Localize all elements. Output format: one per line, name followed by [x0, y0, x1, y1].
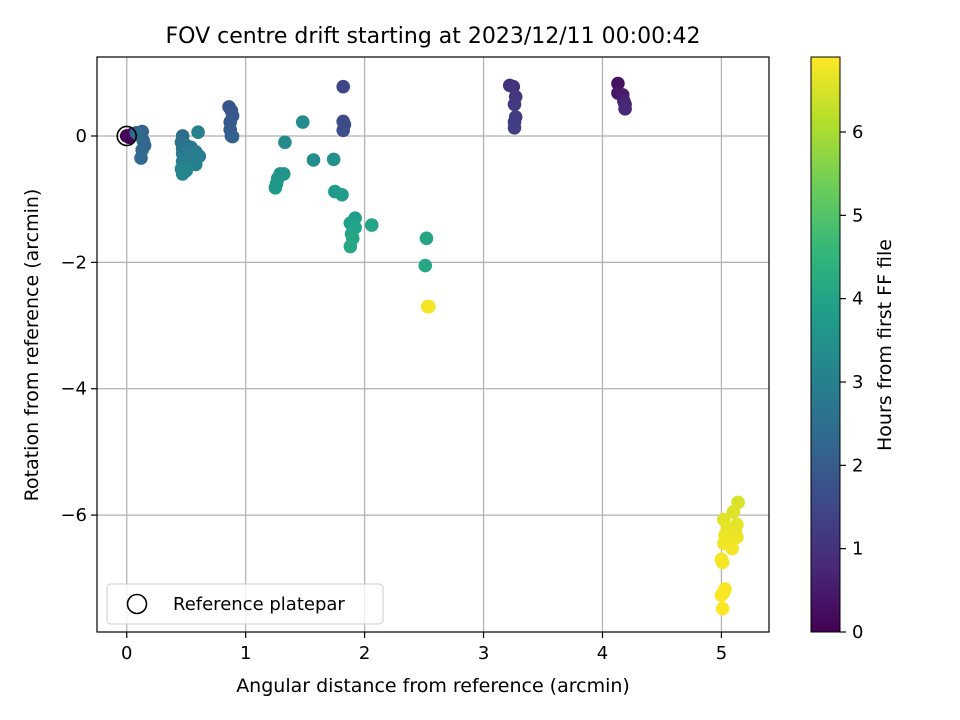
x-tick-label: 2	[359, 643, 370, 664]
reference-marker-group	[116, 125, 138, 147]
y-tick-label: −2	[60, 252, 87, 273]
data-point	[179, 163, 194, 178]
legend-label: Reference platepar	[173, 594, 345, 615]
colorbar-ticks: 0 1 2 3 4 5 6	[840, 122, 863, 643]
colorbar-tick-label: 5	[852, 205, 863, 226]
x-axis-ticks: 0 1 2 3 4 5	[121, 632, 727, 664]
data-point	[336, 123, 351, 138]
x-axis-label: Angular distance from reference (arcmin)	[236, 675, 630, 697]
data-point	[306, 153, 321, 167]
data-point	[422, 299, 436, 314]
y-tick-label: 0	[76, 126, 87, 147]
legend-box	[106, 583, 384, 625]
grid	[97, 57, 769, 632]
data-point	[507, 120, 522, 135]
data-point	[507, 97, 522, 112]
colorbar-tick-label: 6	[852, 122, 863, 143]
data-point	[343, 239, 358, 254]
plot-frame	[96, 56, 770, 633]
data-point	[726, 505, 741, 519]
data-point	[295, 115, 310, 129]
data-point	[611, 76, 625, 91]
data-point	[191, 125, 205, 139]
data-point	[335, 187, 349, 202]
data-point	[418, 258, 433, 273]
data-points	[119, 76, 745, 616]
colorbar-tick-label: 4	[852, 289, 863, 310]
data-point	[618, 102, 632, 116]
data-point	[725, 541, 739, 556]
data-point	[336, 79, 351, 94]
chart-title: FOV centre drift starting at 2023/12/11 …	[166, 24, 701, 49]
x-tick-label: 3	[478, 643, 489, 664]
data-point	[364, 218, 379, 232]
colorbar-label: Hours from first FF file	[874, 239, 896, 451]
data-point	[278, 135, 292, 150]
data-point	[715, 601, 730, 616]
data-point	[134, 151, 148, 165]
colorbar-tick-label: 3	[852, 372, 863, 393]
colorbar-tick-label: 2	[852, 455, 863, 476]
data-point	[419, 231, 434, 246]
data-point	[326, 152, 341, 167]
data-point	[268, 180, 283, 195]
x-tick-label: 1	[240, 643, 251, 664]
colorbar-tick-label: 1	[852, 539, 863, 560]
data-point	[714, 588, 729, 603]
legend: Reference platepar	[106, 583, 384, 625]
x-tick-label: 5	[716, 643, 727, 664]
y-tick-label: −4	[60, 379, 87, 400]
x-tick-label: 0	[121, 643, 132, 664]
colorbar	[810, 56, 841, 633]
y-tick-label: −6	[60, 505, 87, 526]
y-axis-ticks: 0 −2 −4 −6	[60, 126, 97, 526]
x-tick-label: 4	[597, 643, 608, 664]
data-point	[715, 555, 730, 570]
reference-platepar-marker	[116, 125, 138, 147]
legend-marker	[126, 593, 148, 615]
colorbar-tick-label: 0	[852, 622, 863, 643]
y-axis-label: Rotation from reference (arcmin)	[21, 189, 43, 502]
data-point	[225, 129, 240, 144]
